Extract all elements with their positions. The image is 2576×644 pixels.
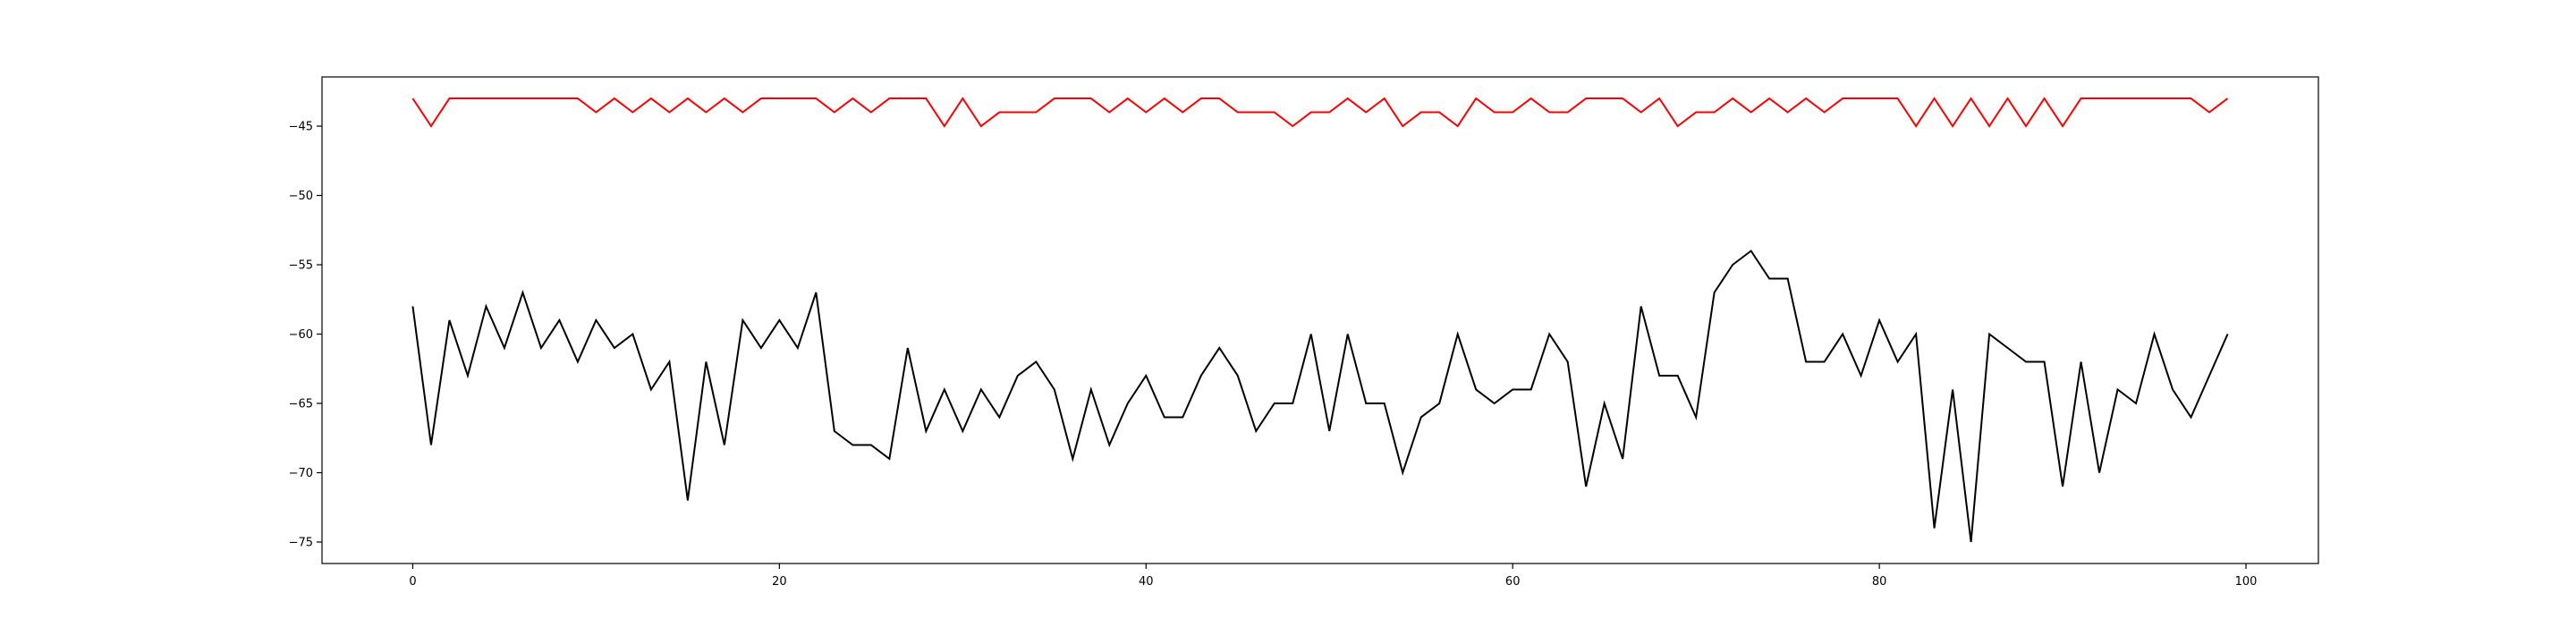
x-tick-label: 80 — [1872, 575, 1887, 589]
y-tick-label: −70 — [289, 467, 313, 480]
y-tick-label: −45 — [289, 121, 313, 134]
x-tick-label: 20 — [772, 575, 787, 589]
y-tick-label: −75 — [289, 536, 313, 549]
series-layer — [411, 97, 2229, 543]
x-tick-label: 40 — [1139, 575, 1154, 589]
y-tick-label: −60 — [289, 328, 313, 342]
plot-frame — [321, 76, 2319, 564]
y-axis: −75 −70 −65 −60 −55 −50 −45 — [289, 121, 322, 549]
series-line-1 — [411, 97, 2229, 128]
y-tick-label: −65 — [289, 397, 313, 411]
x-tick-label: 60 — [1505, 575, 1521, 589]
x-tick-label: 0 — [409, 575, 416, 589]
y-tick-label: −55 — [289, 259, 313, 273]
x-tick-label: 100 — [2235, 575, 2258, 589]
y-tick-label: −50 — [289, 190, 313, 203]
series-line-2 — [411, 250, 2229, 543]
x-axis: 0 20 40 60 80 100 — [409, 564, 2257, 589]
